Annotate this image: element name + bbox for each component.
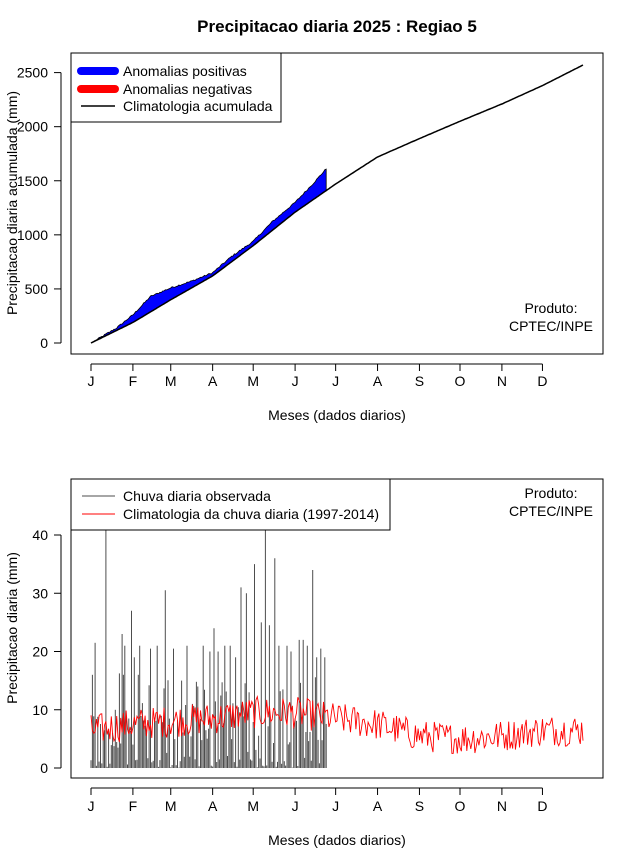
credit-line-2: CPTEC/INPE xyxy=(509,318,593,334)
y-axis-label: Precipitacao diaria (mm) xyxy=(4,552,20,704)
x-tick-label: S xyxy=(415,798,424,814)
y-tick-label: 1000 xyxy=(17,227,48,243)
legend-entry-positive: Anomalias positivas xyxy=(123,63,247,79)
x-axis-label: Meses (dados diarios) xyxy=(268,407,406,423)
y-tick-label: 20 xyxy=(32,644,48,660)
x-tick-label: N xyxy=(497,373,507,389)
x-tick-label: D xyxy=(537,798,547,814)
daily-climatology-layer xyxy=(90,695,584,754)
x-tick-label: J xyxy=(332,373,339,389)
legend-entry-observed: Chuva diaria observada xyxy=(123,488,271,504)
x-tick-label: M xyxy=(165,798,177,814)
x-tick-label: A xyxy=(208,373,218,389)
x-tick-label: J xyxy=(292,373,299,389)
y-tick-label: 30 xyxy=(32,585,48,601)
legend-entry-climatology: Climatologia da chuva diaria (1997-2014) xyxy=(123,506,379,522)
x-tick-label: J xyxy=(88,798,95,814)
credit-line-1: Produto: xyxy=(525,300,578,316)
legend: Anomalias positivas Anomalias negativas … xyxy=(70,52,282,123)
y-tick-label: 40 xyxy=(32,527,48,543)
x-tick-label: J xyxy=(88,373,95,389)
daily-climatology-line xyxy=(90,695,584,754)
panel-daily: J F M A M J J A S O N D 0 10 20 30 40 Meses (dados diar… xyxy=(4,478,604,848)
x-tick-label: J xyxy=(332,798,339,814)
y-axis: 0 10 20 30 40 xyxy=(32,527,62,776)
x-tick-label: F xyxy=(129,798,138,814)
credit-line-2: CPTEC/INPE xyxy=(509,503,593,519)
x-tick-label: N xyxy=(497,798,507,814)
credit-line-1: Produto: xyxy=(525,485,578,501)
positive-anomaly-area xyxy=(90,168,327,344)
climatology-line-layer xyxy=(90,64,584,344)
panel-cumulative: J F M A M J J A S O N D 0 500 1000 1500 2000 2500 Meses … xyxy=(4,52,604,423)
y-tick-label: 1500 xyxy=(17,173,48,189)
legend-box xyxy=(70,478,391,531)
plot-frame xyxy=(70,52,604,355)
x-tick-label: A xyxy=(373,798,383,814)
x-tick-label: A xyxy=(373,373,383,389)
x-tick-label: M xyxy=(247,798,259,814)
y-tick-label: 0 xyxy=(40,760,48,776)
y-tick-label: 500 xyxy=(25,281,49,297)
legend-entry-negative: Anomalias negativas xyxy=(123,81,252,97)
x-axis-label: Meses (dados diarios) xyxy=(268,832,406,848)
x-tick-label: D xyxy=(537,373,547,389)
x-tick-label: A xyxy=(208,798,218,814)
legend-entry-climatology: Climatologia acumulada xyxy=(123,98,273,114)
anomaly-area-layer xyxy=(90,168,327,344)
x-tick-label: F xyxy=(129,373,138,389)
x-tick-label: O xyxy=(455,373,466,389)
y-tick-label: 10 xyxy=(32,702,48,718)
y-tick-label: 0 xyxy=(40,335,48,351)
y-tick-label: 2000 xyxy=(17,119,48,135)
y-axis-label: Precipitacao diaria acumulada (mm) xyxy=(4,91,20,315)
climatology-cumulative-line xyxy=(90,64,584,344)
legend: Chuva diaria observada Climatologia da c… xyxy=(70,478,391,531)
x-tick-label: M xyxy=(247,373,259,389)
x-tick-label: S xyxy=(415,373,424,389)
page-title: Precipitacao diaria 2025 : Regiao 5 xyxy=(197,17,477,36)
y-axis: 0 500 1000 1500 2000 2500 xyxy=(17,65,62,351)
y-tick-label: 2500 xyxy=(17,65,48,81)
x-tick-label: O xyxy=(455,798,466,814)
x-tick-label: J xyxy=(292,798,299,814)
x-tick-label: M xyxy=(165,373,177,389)
